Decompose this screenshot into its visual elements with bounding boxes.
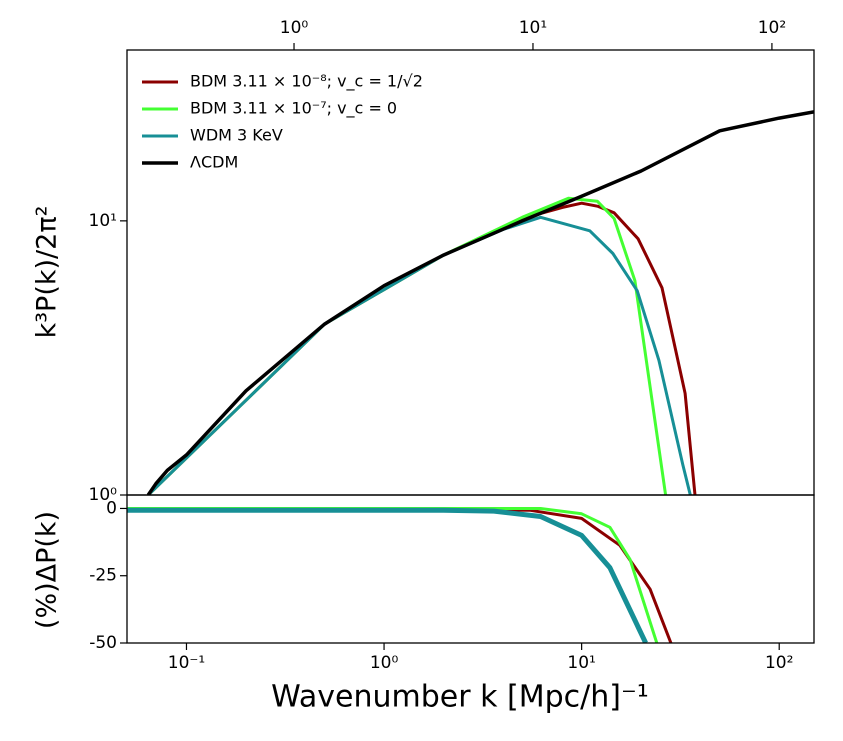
series-line xyxy=(147,215,692,495)
series-line xyxy=(127,507,648,643)
y-tick-label: -25 xyxy=(89,566,117,586)
y-axis-label: (%)ΔP(k) xyxy=(32,511,63,629)
y-tick-label: 10⁰ xyxy=(89,485,118,505)
series-line xyxy=(127,507,659,643)
legend-label: WDM 3 KeV xyxy=(190,126,283,145)
x-tick-label: 10¹ xyxy=(567,653,595,673)
y-tick-label: 10¹ xyxy=(89,211,117,231)
x-tick-label: 10² xyxy=(765,653,793,673)
y-tick-label: 0 xyxy=(106,498,117,518)
legend-label: BDM 3.11 × 10⁻⁷; v_c = 0 xyxy=(190,99,397,119)
y-tick-label: -50 xyxy=(89,633,117,653)
series-line xyxy=(146,110,814,495)
x2-tick-label: 10¹ xyxy=(519,18,547,38)
y-axis-label: k³P(k)/2π² xyxy=(32,206,63,339)
legend-label: BDM 3.11 × 10⁻⁸; v_c = 1/√2 xyxy=(190,72,423,92)
x2-tick-label: 10² xyxy=(758,18,786,38)
plot-frame xyxy=(126,494,815,644)
legend-label: ΛCDM xyxy=(190,153,238,172)
series-line xyxy=(147,196,668,495)
series-line xyxy=(127,508,673,643)
x-tick-label: 10⁰ xyxy=(370,653,399,673)
x-tick-label: 10⁻¹ xyxy=(168,653,205,673)
x2-tick-label: 10⁰ xyxy=(280,18,309,38)
series-line xyxy=(147,201,697,495)
x-axis-label: Wavenumber k [Mpc/h]⁻¹ xyxy=(271,680,649,715)
